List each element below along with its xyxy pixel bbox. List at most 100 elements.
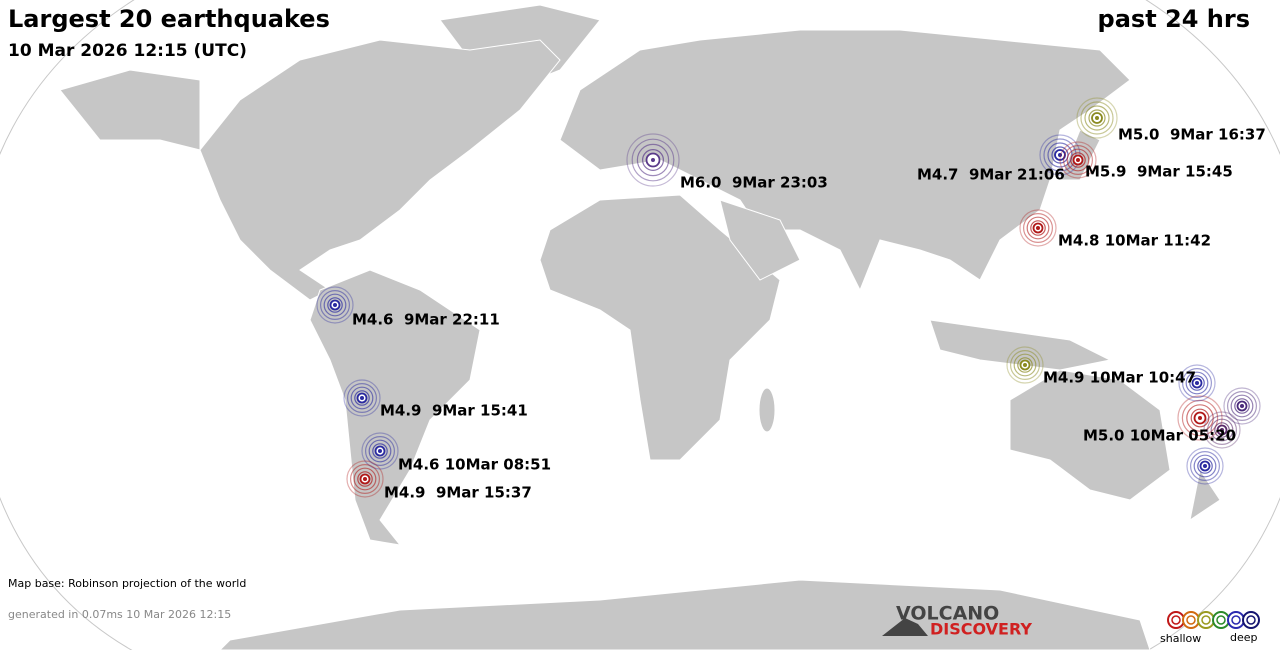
- legend-ring: [1171, 615, 1181, 625]
- quake-ring: [1047, 142, 1073, 168]
- quake-marker: [361, 432, 399, 470]
- quake-marker: [1178, 364, 1216, 402]
- quake-ring: [1206, 415, 1237, 446]
- quake-marker: [346, 460, 384, 498]
- quake-label: M5.0 9Mar 16:37: [1118, 126, 1266, 144]
- quake-center: [1023, 363, 1027, 367]
- quake-layer: M5.0 9Mar 16:37 M4.7 9Mar 21:06 M5.9 9Mar …: [316, 97, 1266, 502]
- quake-ring: [641, 149, 664, 172]
- quake-ring: [626, 133, 680, 187]
- quake-ring: [1022, 213, 1053, 244]
- quake-center: [1095, 116, 1099, 120]
- quake-marker: [316, 286, 354, 324]
- quake-ring: [1080, 101, 1114, 135]
- quake-marker: [1186, 447, 1224, 485]
- quake-ring: [1210, 418, 1234, 442]
- logo-volcano: VOLCANO: [896, 603, 999, 625]
- subtitle: 10 Mar 2026 12:15 (UTC): [8, 41, 247, 61]
- quake-label: M5.9 9Mar 15:45: [1085, 163, 1233, 181]
- quake-ring: [372, 443, 388, 459]
- quake-ring: [1076, 97, 1118, 139]
- legend-ring: [1201, 615, 1211, 625]
- quake-ring: [1177, 395, 1223, 441]
- legend-ring: [1182, 611, 1200, 629]
- quake-marker: [1059, 141, 1097, 179]
- quake-ring: [1186, 447, 1224, 485]
- quake-ring: [1185, 371, 1209, 395]
- quake-ring: [1214, 422, 1230, 438]
- quake-ring: [323, 293, 347, 317]
- quake-ring: [365, 436, 396, 467]
- quake-marker: [1019, 209, 1057, 247]
- title: Largest 20 earthquakes: [8, 5, 330, 33]
- quake-ring: [1019, 209, 1057, 247]
- quake-center: [1240, 404, 1244, 408]
- quake-ring: [1193, 454, 1217, 478]
- quake-ring: [347, 383, 378, 414]
- quake-center: [1036, 226, 1040, 230]
- legend: [1167, 611, 1260, 629]
- quake-ring: [1009, 350, 1040, 381]
- logo-mountain: [882, 618, 928, 636]
- quake-ring: [1178, 364, 1216, 402]
- quake-label: M4.9 10Mar 10:47: [1043, 369, 1196, 387]
- quake-ring: [346, 460, 384, 498]
- quake-center: [1195, 381, 1199, 385]
- quake-ring: [357, 471, 373, 487]
- quake-center: [1198, 416, 1202, 420]
- quake-marker: [343, 379, 381, 417]
- quake-ring: [1013, 353, 1037, 377]
- logo-discovery: DISCOVERY: [930, 620, 1032, 639]
- quake-ring: [1066, 148, 1090, 172]
- quake-ring: [1203, 411, 1241, 449]
- quake-center: [1220, 428, 1224, 432]
- quake-marker: [626, 133, 680, 187]
- quake-label: M5.0 10Mar 05:20: [1083, 427, 1236, 445]
- legend-deep: deep: [1230, 631, 1258, 644]
- period: past 24 hrs: [1098, 5, 1250, 33]
- generated: generated in 0.07ms 10 Mar 2026 12:15: [8, 608, 231, 621]
- legend-ring: [1212, 611, 1230, 629]
- quake-ring: [368, 439, 392, 463]
- landmass: [59, 4, 1221, 650]
- legend-ring: [1186, 615, 1196, 625]
- quake-ring: [636, 143, 670, 177]
- legend-ring: [1246, 615, 1256, 625]
- quake-ring: [361, 432, 399, 470]
- quake-center: [360, 396, 364, 400]
- quake-ring: [1223, 387, 1261, 425]
- quake-label: M4.9 9Mar 15:41: [380, 402, 528, 420]
- legend-ring: [1216, 615, 1226, 625]
- quake-ring: [1062, 145, 1093, 176]
- quake-center: [1203, 464, 1207, 468]
- quake-marker: [1203, 411, 1241, 449]
- map-base: Map base: Robinson projection of the wor…: [8, 577, 246, 590]
- quake-label: M4.9 9Mar 15:37: [384, 484, 532, 502]
- quake-center: [651, 158, 655, 162]
- quake-ring: [1226, 391, 1257, 422]
- legend-ring: [1242, 611, 1260, 629]
- quake-ring: [353, 467, 377, 491]
- quake-ring: [631, 138, 675, 182]
- quake-ring: [1084, 105, 1110, 131]
- quake-ring: [1234, 398, 1250, 414]
- quake-center: [1058, 153, 1062, 157]
- quake-marker: [1006, 346, 1044, 384]
- quake-ring: [1059, 141, 1097, 179]
- quake-ring: [1189, 375, 1205, 391]
- quake-ring: [1230, 394, 1254, 418]
- legend-ring: [1227, 611, 1245, 629]
- legend-ring: [1197, 611, 1215, 629]
- quake-label: M6.0 9Mar 23:03: [680, 174, 828, 192]
- quake-ring: [1181, 368, 1212, 399]
- quake-ring: [1026, 216, 1050, 240]
- legend-ring: [1167, 611, 1185, 629]
- quake-ring: [1017, 357, 1033, 373]
- quake-ring: [354, 390, 370, 406]
- quake-ring: [1181, 399, 1219, 437]
- quake-marker: [1223, 387, 1261, 425]
- quake-label: M4.8 10Mar 11:42: [1058, 232, 1211, 250]
- legend-shallow: shallow: [1160, 632, 1201, 645]
